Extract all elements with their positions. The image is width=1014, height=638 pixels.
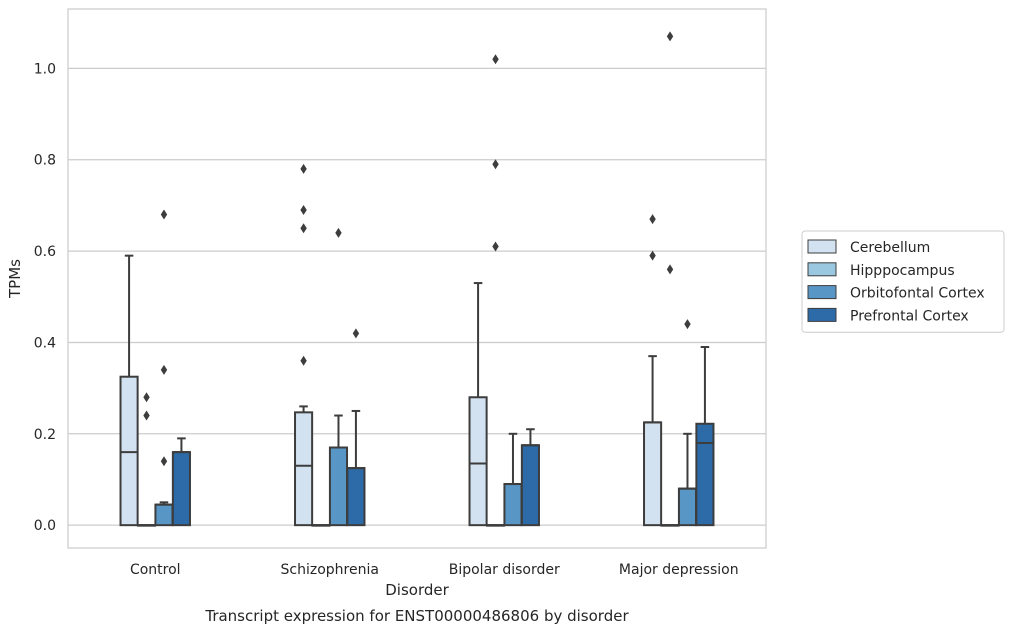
box-group	[468, 282, 488, 527]
legend-label: Cerebellum	[850, 240, 930, 256]
x-tick-labels: Control Schizophrenia Bipolar disorder Majo…	[130, 562, 739, 578]
box	[119, 375, 139, 527]
outlier-point	[300, 223, 307, 234]
box	[468, 396, 488, 527]
box	[520, 444, 540, 527]
box	[346, 467, 366, 527]
outlier-point	[649, 214, 656, 225]
y-tick-label: 0.6	[34, 244, 56, 260]
legend-label: Hipppocampus	[850, 263, 955, 279]
box-group	[485, 54, 506, 527]
x-tick-label: Major depression	[619, 562, 739, 578]
outlier-point	[492, 159, 499, 170]
outlier-point	[143, 410, 150, 421]
box-plots	[119, 31, 715, 527]
outlier-point	[666, 31, 674, 42]
y-tick-label: 0.2	[34, 427, 56, 443]
legend: Cerebellum Hipppocampus Orbitofontal Corte…	[801, 230, 1005, 333]
box	[677, 487, 698, 527]
outlier-point	[335, 227, 342, 238]
box-group	[328, 227, 349, 527]
box-group	[294, 163, 314, 527]
y-tick-label: 0.0	[34, 518, 56, 534]
box	[503, 483, 523, 527]
box	[643, 421, 663, 527]
box-group	[119, 254, 139, 527]
box-group	[643, 214, 663, 527]
box-group	[154, 209, 174, 527]
box-group	[311, 524, 331, 527]
outlier-point	[160, 209, 168, 220]
box	[171, 451, 191, 527]
outlier-point	[160, 456, 168, 467]
x-tick-label: Bipolar disorder	[449, 562, 560, 578]
legend-swatch	[807, 262, 837, 277]
box	[294, 411, 314, 527]
legend-swatch	[807, 285, 837, 300]
x-tick-label: Control	[130, 562, 181, 578]
outlier-point	[666, 264, 674, 275]
x-tick-label: Schizophrenia	[281, 562, 379, 578]
legend-label: Prefrontal Cortex	[850, 308, 969, 324]
outlier-point	[492, 54, 499, 65]
box-group	[346, 328, 366, 527]
y-tick-label: 0.4	[34, 335, 56, 351]
y-tick-labels: 0.0 0.2 0.4 0.6 0.8 1.0	[34, 61, 56, 534]
outlier-point	[300, 204, 307, 215]
chart-caption: Transcript expression for ENST0000048680…	[204, 607, 629, 625]
box-group	[171, 437, 191, 527]
outlier-point	[143, 392, 150, 403]
outlier-point	[352, 328, 360, 339]
y-tick-label: 0.8	[34, 153, 56, 169]
box	[695, 422, 715, 527]
box	[154, 503, 174, 527]
box	[328, 446, 349, 527]
legend-swatch	[807, 239, 837, 254]
legend-frame	[801, 230, 1005, 333]
x-axis-label: Disorder	[385, 581, 449, 599]
outlier-point	[300, 355, 307, 366]
y-axis-label: TPMs	[6, 259, 24, 299]
box-group	[695, 346, 715, 527]
legend-label: Orbitofontal Cortex	[850, 286, 985, 302]
outlier-point	[160, 364, 168, 375]
plot-frame	[67, 8, 767, 549]
outlier-point	[492, 241, 499, 252]
box-group	[660, 31, 680, 527]
outlier-point	[684, 319, 691, 330]
outlier-point	[300, 163, 307, 174]
box-group	[520, 428, 540, 527]
y-tick-label: 1.0	[34, 61, 56, 77]
outlier-point	[649, 250, 656, 261]
legend-swatch	[807, 307, 837, 322]
